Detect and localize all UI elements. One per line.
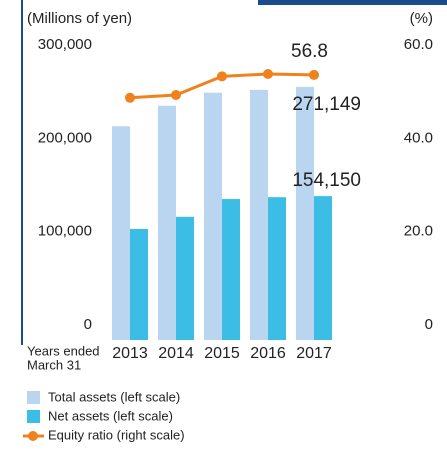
y2-tick-label: 0 bbox=[425, 316, 433, 333]
y2-tick-label: 40.0 bbox=[404, 129, 433, 146]
x-tick-label: 2013 bbox=[112, 345, 148, 362]
x-axis-label: Years ended bbox=[27, 343, 100, 358]
value-label: 154,150 bbox=[292, 170, 361, 191]
value-label: 56.8 bbox=[291, 41, 328, 62]
y2-tick-label: 20.0 bbox=[404, 223, 433, 240]
y-axis-label: (Millions of yen) bbox=[27, 10, 132, 27]
line-marker bbox=[171, 90, 181, 100]
legend-swatch bbox=[27, 391, 40, 404]
x-axis-label: March 31 bbox=[27, 357, 81, 372]
y-tick-label: 300,000 bbox=[38, 36, 92, 53]
bar bbox=[268, 197, 286, 340]
bar bbox=[158, 105, 176, 340]
y-tick-label: 0 bbox=[84, 316, 92, 333]
bar bbox=[314, 196, 332, 340]
bar bbox=[250, 89, 268, 340]
legend-label: Total assets (left scale) bbox=[48, 389, 180, 404]
x-tick-label: 2017 bbox=[296, 345, 332, 362]
y-tick-label: 100,000 bbox=[38, 223, 92, 240]
legend-swatch bbox=[28, 431, 38, 441]
bar bbox=[176, 216, 194, 340]
line-marker bbox=[309, 69, 319, 80]
bar bbox=[222, 199, 240, 340]
x-tick-label: 2014 bbox=[158, 345, 194, 362]
bar bbox=[296, 86, 314, 340]
bar bbox=[204, 92, 222, 341]
y-tick-label: 200,000 bbox=[38, 129, 92, 146]
legend-label: Equity ratio (right scale) bbox=[48, 427, 185, 442]
bar bbox=[130, 228, 148, 340]
x-tick-label: 2015 bbox=[204, 345, 240, 362]
legend-label: Net assets (left scale) bbox=[48, 408, 173, 423]
value-label: 271,149 bbox=[292, 94, 361, 115]
bar bbox=[112, 126, 130, 341]
y2-tick-label: 60.0 bbox=[404, 36, 433, 53]
y2-axis-label: (%) bbox=[410, 10, 433, 27]
header-strip bbox=[258, 0, 447, 5]
line-marker bbox=[263, 69, 273, 79]
line-marker bbox=[125, 92, 135, 103]
x-tick-label: 2016 bbox=[250, 345, 286, 362]
legend-swatch bbox=[27, 410, 40, 423]
line-marker bbox=[217, 71, 227, 82]
